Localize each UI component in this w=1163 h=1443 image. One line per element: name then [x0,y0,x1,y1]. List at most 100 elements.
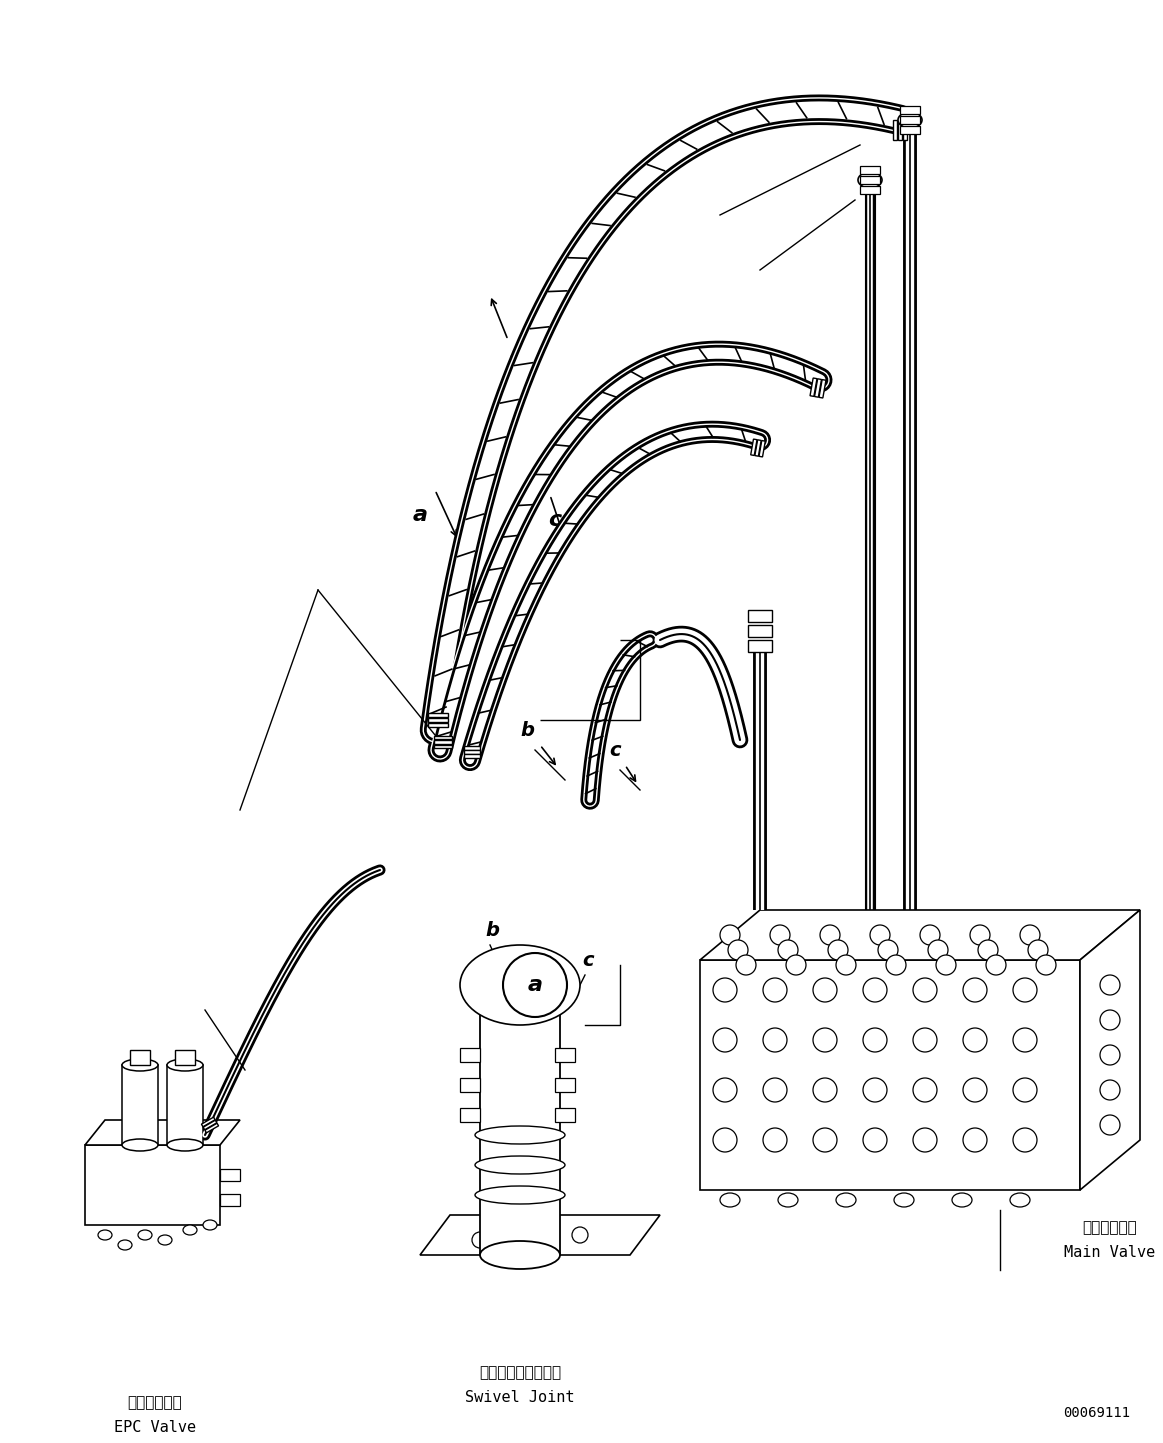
Bar [167,1065,204,1144]
Circle shape [713,1078,737,1102]
Ellipse shape [952,1193,972,1206]
Text: メインバルブ: メインバルブ [1083,1219,1137,1235]
Bar [555,1078,575,1092]
Circle shape [763,978,787,1001]
Circle shape [813,1128,837,1152]
Bar [464,746,480,749]
Text: b: b [506,355,522,375]
Bar [220,1193,240,1206]
Ellipse shape [858,172,882,188]
Circle shape [913,1027,937,1052]
Circle shape [1100,1010,1120,1030]
Bar [461,1108,480,1123]
Text: スイベルジョイント: スイベルジョイント [479,1365,561,1380]
Bar [750,439,757,456]
Circle shape [886,955,906,975]
Bar [759,440,765,457]
Bar [204,1120,216,1130]
Ellipse shape [475,1186,565,1203]
Circle shape [986,955,1006,975]
Circle shape [1020,925,1040,945]
Bar [201,1117,215,1127]
Bar [205,1123,219,1133]
Bar [755,440,761,456]
Ellipse shape [475,1126,565,1144]
Circle shape [863,1078,887,1102]
Ellipse shape [122,1139,158,1152]
Text: Swivel Joint: Swivel Joint [465,1390,575,1405]
Circle shape [920,925,940,945]
Circle shape [770,925,790,945]
Ellipse shape [461,945,580,1025]
Bar [898,120,902,140]
Text: ＥＰＣバルブ: ＥＰＣバルブ [128,1395,183,1410]
Bar [122,1065,158,1144]
Bar [220,1169,240,1180]
Ellipse shape [480,1241,561,1268]
Circle shape [936,955,956,975]
Text: EPC Valve: EPC Valve [114,1420,197,1434]
Circle shape [1013,1128,1037,1152]
Bar [434,736,452,739]
Ellipse shape [720,1193,740,1206]
Polygon shape [85,1144,220,1225]
Circle shape [928,939,948,960]
Circle shape [878,939,898,960]
Ellipse shape [480,971,561,999]
Text: a: a [528,975,542,996]
Polygon shape [1080,911,1140,1190]
Ellipse shape [475,1156,565,1175]
Circle shape [863,978,887,1001]
Circle shape [1013,978,1037,1001]
Bar [461,1078,480,1092]
Bar [859,166,880,175]
Circle shape [1100,975,1120,996]
Circle shape [978,939,998,960]
Text: c: c [583,951,594,970]
Circle shape [1100,1045,1120,1065]
Bar [900,115,920,124]
Polygon shape [700,911,1140,960]
Bar [748,641,772,652]
Polygon shape [420,1215,659,1255]
Bar [859,176,880,185]
Circle shape [836,955,856,975]
Text: Main Valve: Main Valve [1064,1245,1156,1260]
Bar [859,186,880,193]
Circle shape [1013,1027,1037,1052]
Circle shape [863,1128,887,1152]
Circle shape [763,1027,787,1052]
Bar [428,723,448,727]
Circle shape [504,952,568,1017]
Circle shape [720,925,740,945]
Circle shape [472,1232,488,1248]
Circle shape [913,1128,937,1152]
Bar [130,1051,150,1065]
Ellipse shape [167,1139,204,1152]
Bar [900,126,920,134]
Ellipse shape [894,1193,914,1206]
Bar [900,105,920,114]
Ellipse shape [158,1235,172,1245]
Circle shape [813,1027,837,1052]
Circle shape [828,939,848,960]
Text: c: c [549,509,562,530]
Text: c: c [609,742,621,760]
Circle shape [713,1027,737,1052]
Bar [814,380,821,397]
Bar [811,378,816,397]
Bar [461,1048,480,1062]
Ellipse shape [778,1193,798,1206]
Circle shape [763,1128,787,1152]
Text: b: b [520,722,534,740]
Ellipse shape [204,1219,217,1229]
Ellipse shape [138,1229,152,1240]
Circle shape [1100,1079,1120,1100]
Circle shape [736,955,756,975]
Bar [555,1108,575,1123]
Circle shape [813,1078,837,1102]
Circle shape [1100,1115,1120,1136]
Bar [174,1051,195,1065]
Circle shape [713,1128,737,1152]
Bar [428,719,448,722]
